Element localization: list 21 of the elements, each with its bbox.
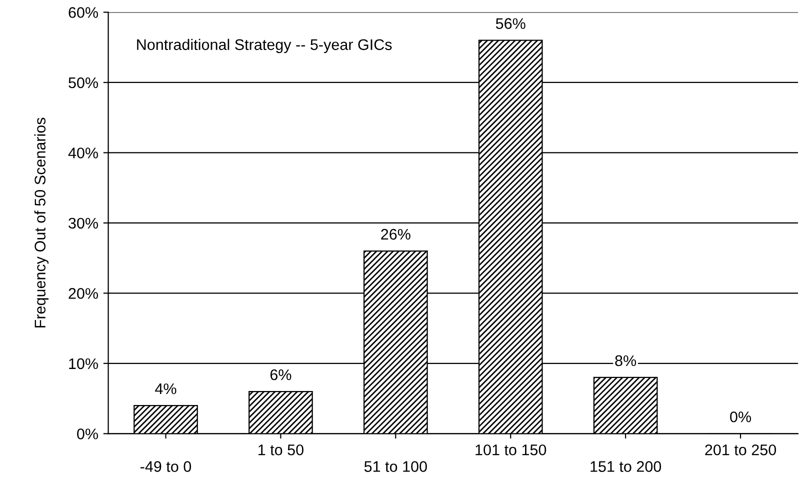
y-tick-label: 10% [69,358,98,370]
y-tick-label: 30% [68,218,98,229]
x-tick-label: 101 to 150 [476,444,546,456]
x-tick-label: 201 to 250 [705,444,776,456]
x-tick-label: 51 to 100 [364,461,427,472]
x-tick-label: -49 to 0 [140,461,192,472]
data-label: 26% [381,228,410,240]
y-tick-label: 20% [68,288,98,299]
y-tick-label: 0% [77,428,98,440]
data-label: 8% [615,355,636,366]
y-tick-label: 40% [68,148,98,158]
text: Nontraditional Strategy -- 5-year GICs [137,38,392,54]
y-tick-label: 60% [68,7,98,18]
y-tick-label: 50% [68,77,98,88]
data-label: 56% [496,18,526,29]
x-tick-label: 1 to 50 [258,444,304,456]
data-label: 0% [730,411,752,422]
data-label: 4% [155,383,176,394]
data-label: 6% [270,369,292,380]
x-tick-label: 151 to 200 [590,461,662,472]
y-axis-title: Frequency Out of 50 Scenarios [34,118,49,328]
